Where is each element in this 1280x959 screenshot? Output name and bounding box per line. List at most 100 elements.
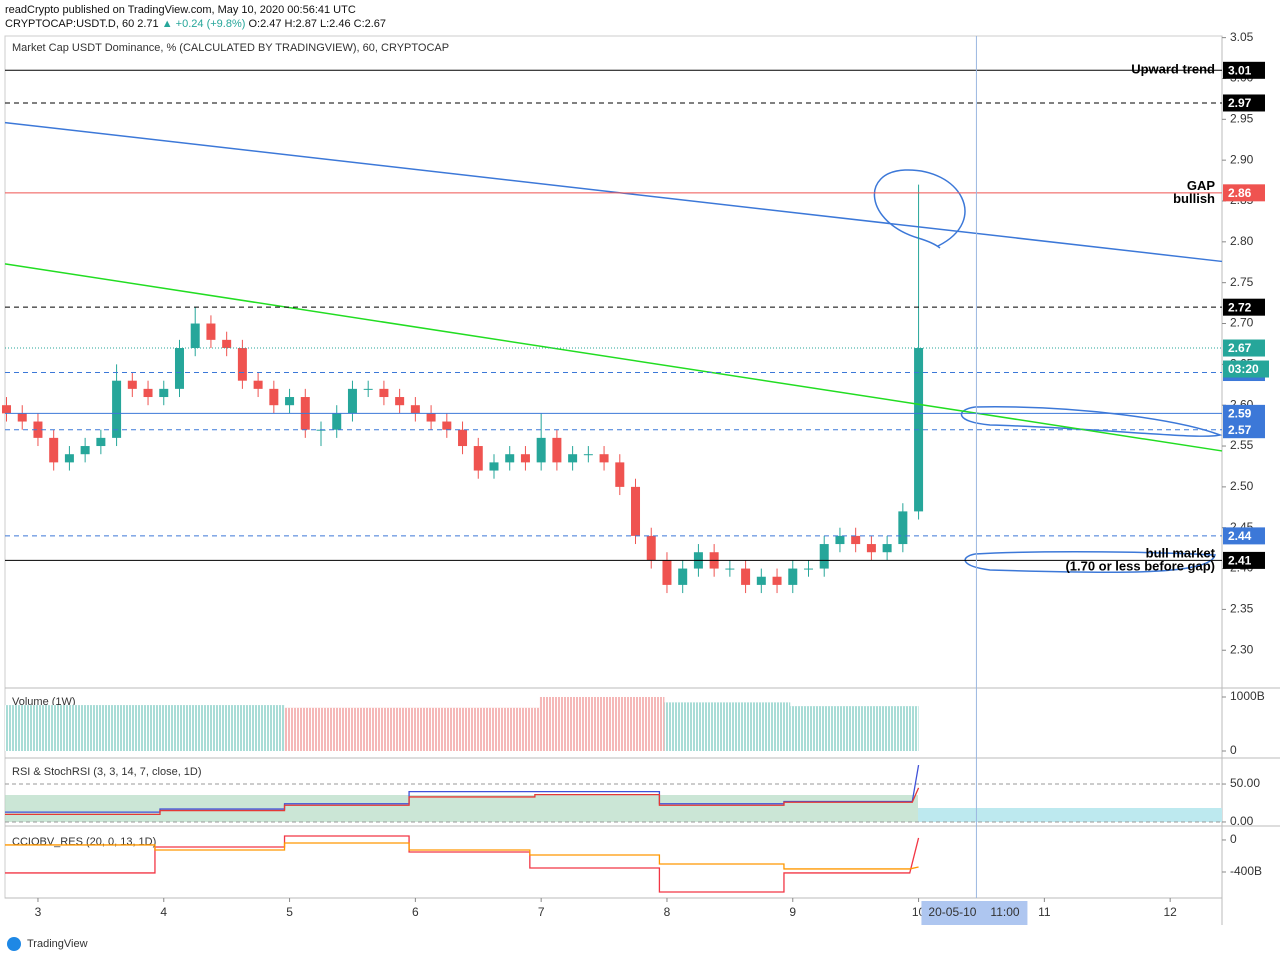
- price-box: [1223, 527, 1265, 545]
- candle-body: [489, 462, 499, 471]
- candle-body: [851, 535, 861, 545]
- y-tick-label: 2.95: [1230, 111, 1254, 125]
- price-box-label: 2.41: [1228, 554, 1252, 568]
- price-box-label: 2.67: [1228, 341, 1252, 355]
- y-tick-label: 3.05: [1230, 30, 1254, 44]
- candle-body: [505, 454, 515, 463]
- y-tick-label: 2.50: [1230, 479, 1254, 493]
- annotation: bullish: [1173, 191, 1215, 206]
- candle-body: [442, 421, 452, 430]
- oval-drawing: [960, 406, 1223, 437]
- candle-body: [127, 380, 137, 389]
- price-box-label: 3.01: [1228, 63, 1252, 77]
- candle-body: [206, 323, 216, 340]
- pane-title: Volume (1W): [12, 696, 76, 708]
- candle-body: [395, 397, 405, 406]
- candle-body: [2, 405, 12, 414]
- price-box-label: 2.44: [1228, 529, 1252, 543]
- x-tick-label: 7: [538, 905, 545, 919]
- candle-body: [269, 388, 279, 406]
- price-box: [1223, 404, 1265, 422]
- candle-body: [662, 560, 672, 585]
- x-tick-label: 3: [35, 905, 42, 919]
- annotation: (1.70 or less before gap): [1065, 558, 1215, 573]
- candle-body: [363, 388, 373, 390]
- price-box: [1223, 298, 1265, 316]
- candle-body: [112, 380, 122, 438]
- last-price: 2.71: [137, 18, 158, 30]
- y-tick-label: 0: [1230, 743, 1237, 757]
- chart-title: Market Cap USDT Dominance, % (CALCULATED…: [12, 42, 449, 54]
- candle-body: [253, 380, 263, 389]
- candle-body: [756, 576, 766, 585]
- annotation: Upward trend: [1131, 62, 1215, 77]
- annotation: GAP: [1187, 178, 1216, 193]
- volume-stripes: [664, 702, 791, 752]
- candle-body: [741, 568, 751, 585]
- change: ▲ +0.24 (+9.8%): [162, 18, 246, 30]
- trend-line: [4, 263, 1223, 452]
- candle-body: [866, 544, 876, 553]
- candle-body: [678, 568, 688, 585]
- x-tick-label: 8: [664, 905, 671, 919]
- volume-stripes: [284, 707, 540, 752]
- y-tick-label: 2.70: [1230, 316, 1254, 330]
- candle-body: [17, 413, 27, 422]
- x-tick-label: 6: [412, 905, 419, 919]
- candle-body: [33, 421, 43, 438]
- candle-body: [599, 454, 609, 463]
- price-box: [1223, 339, 1265, 357]
- symbol-line: CRYPTOCAP:USDT.D, 60 2.71 ▲ +0.24 (+9.8%…: [5, 18, 386, 30]
- drawings: [873, 169, 1223, 574]
- candle-body: [332, 413, 342, 430]
- candle-body: [631, 486, 641, 536]
- indicator-line: [5, 787, 920, 816]
- candle-body: [285, 397, 295, 406]
- x-tick-label: 12: [1163, 905, 1177, 919]
- candle-body: [615, 462, 625, 487]
- candle-body: [190, 323, 200, 349]
- candle-body: [583, 454, 593, 456]
- candle-body: [473, 446, 483, 471]
- candle-body: [458, 429, 468, 447]
- logo: [7, 937, 21, 951]
- price-box-label: 2.72: [1228, 300, 1252, 314]
- y-tick-label: 0.00: [1230, 814, 1254, 828]
- price-box-label: 2.59: [1228, 407, 1252, 421]
- y-tick-label: 2.55: [1230, 438, 1254, 452]
- price-box: [1223, 184, 1265, 202]
- price-box-label: 2.57: [1228, 423, 1252, 437]
- countdown: 03:20: [1228, 362, 1259, 376]
- y-tick-label: 50.00: [1230, 776, 1260, 790]
- volume-stripes: [790, 706, 919, 752]
- y-tick-label: 2.75: [1230, 275, 1254, 289]
- y-tick-label: 2.35: [1230, 602, 1254, 616]
- x-tick-label: 9: [789, 905, 796, 919]
- x-tick-label: 11: [1038, 905, 1051, 919]
- brand: TradingView: [7, 937, 88, 951]
- oval-drawing: [964, 551, 1216, 574]
- ohlc: O:2.47 H:2.87 L:2.46 C:2.67: [248, 18, 386, 30]
- candle-body: [426, 413, 436, 422]
- candle-body: [819, 544, 829, 569]
- candle-body: [520, 454, 530, 463]
- candle-body: [159, 388, 169, 398]
- candle-body: [536, 437, 546, 463]
- rsi-band: [918, 808, 1222, 822]
- crosshair-box: [921, 901, 1028, 925]
- countdown-box: [1223, 360, 1269, 378]
- indicator-line: [5, 842, 919, 870]
- candle-body: [222, 339, 232, 349]
- annotation: bull market: [1146, 545, 1216, 560]
- pane-title: RSI & StochRSI (3, 3, 14, 7, close, 1D): [12, 766, 202, 778]
- candle-body: [237, 348, 247, 381]
- candle-body: [568, 454, 578, 463]
- circle-drawing: [873, 169, 966, 249]
- price-box: [1223, 551, 1265, 569]
- candle-body: [835, 535, 845, 545]
- candle-body: [788, 568, 798, 585]
- price-box-label: 2.86: [1228, 186, 1252, 200]
- y-tick-label: 2.30: [1230, 642, 1254, 656]
- volume-stripes: [539, 696, 665, 752]
- candle-body: [803, 568, 813, 570]
